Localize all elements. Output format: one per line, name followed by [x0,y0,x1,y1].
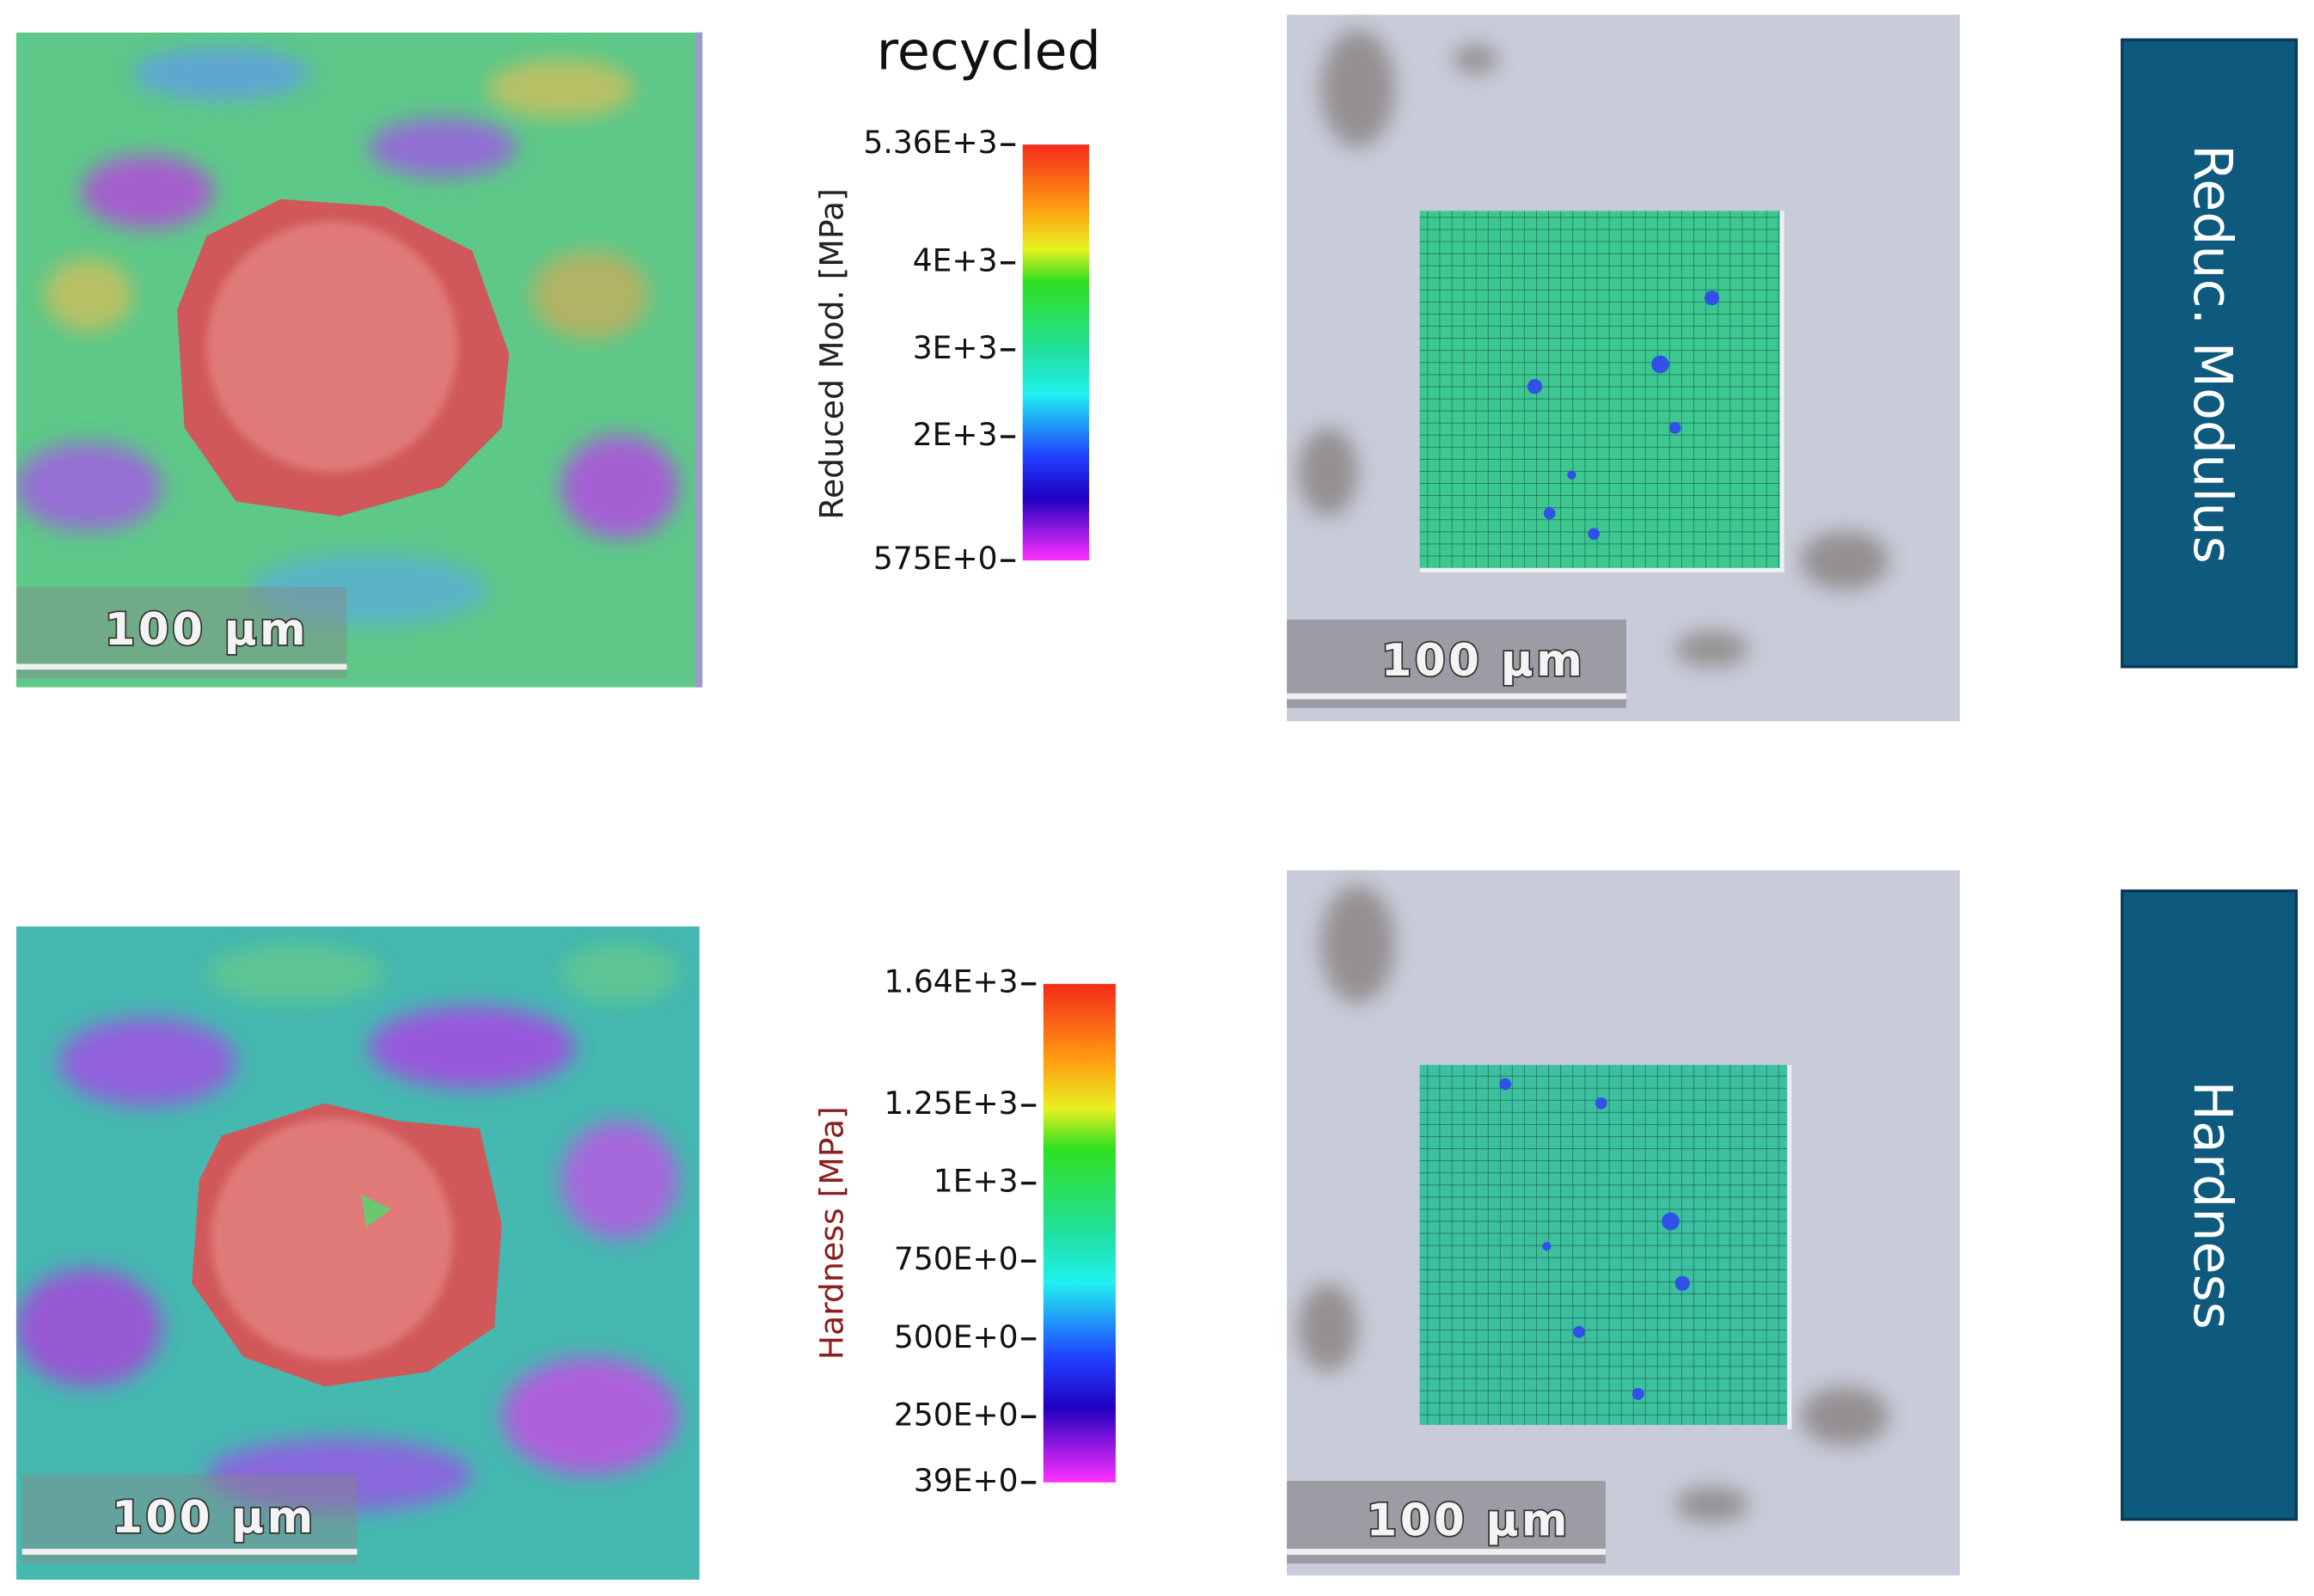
scale-bar-label: 100 µm [105,604,309,656]
colorbar-tick-label: 1.25E+3 [884,1086,1018,1122]
colorbar-tick-label: 3E+3 [913,331,998,366]
colorbar-tick-label: 4E+3 [913,244,998,279]
colorbar-tick-label: 250E+0 [894,1397,1019,1433]
title: recycled [877,21,1101,83]
scale-bar-label: 100 µm [1381,635,1586,687]
colorbar-tick-label: 1.64E+3 [884,965,1018,1000]
colorbar-tick-label: 2E+3 [913,418,998,453]
scale-bar-label: 100 µm [112,1492,316,1544]
colorbar-label: Reduced Mod. [MPa] [813,188,851,519]
colorbar-tick-label: 500E+0 [894,1320,1019,1355]
scale-bar-label: 100 µm [1366,1495,1570,1547]
optical-image-hardness [1287,870,1960,1575]
optical-image-modulus [1287,15,1960,722]
row-label-box [2121,38,2299,669]
colorbar-tick-label: 1E+3 [934,1165,1019,1200]
row-label: Hardness [2182,1081,2244,1330]
row-label-box [2121,889,2299,1521]
colorbar-label: Hardness [MPa] [813,1106,851,1360]
modulus-map [15,32,701,688]
colorbar [1022,144,1090,561]
colorbar-tick-label: 39E+0 [914,1464,1019,1499]
row-label: Reduc. Modulus [2182,144,2244,564]
scale-bar-box [15,587,347,679]
colorbar-tick-label: 575E+0 [873,541,998,577]
hardness-map [15,926,700,1581]
colorbar [1043,983,1116,1483]
colorbar-tick-label: 5.36E+3 [863,125,997,161]
colorbar-tick-label: 750E+0 [894,1242,1019,1277]
